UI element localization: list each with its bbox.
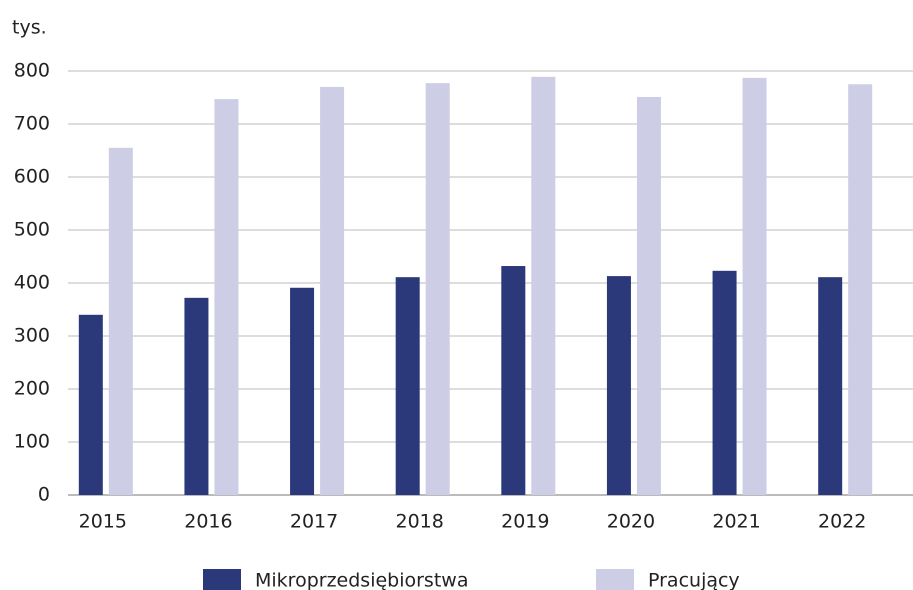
x-tick-label: 2017	[290, 511, 338, 533]
legend-label: Mikroprzedsiębiorstwa	[255, 570, 468, 590]
bar	[848, 84, 873, 495]
bar	[712, 270, 737, 495]
legend-swatch	[596, 569, 634, 590]
y-tick-label: 400	[14, 272, 50, 294]
y-tick-label: 600	[14, 166, 50, 188]
x-tick-label: 2018	[396, 511, 444, 533]
bar	[531, 76, 556, 495]
bar	[395, 277, 420, 495]
x-tick-label: 2020	[607, 511, 655, 533]
x-tick-label: 2021	[712, 511, 760, 533]
y-tick-label: 0	[38, 484, 50, 506]
bar	[290, 287, 315, 495]
legend-swatch	[203, 569, 241, 590]
y-tick-label: 700	[14, 113, 50, 135]
bar	[320, 86, 345, 496]
bar	[108, 147, 133, 495]
y-tick-label: 800	[14, 60, 50, 82]
bar	[742, 77, 767, 495]
bar	[636, 96, 661, 495]
y-tick-label: 100	[14, 431, 50, 453]
y-tick-label: 200	[14, 378, 50, 400]
y-tick-label: 300	[14, 325, 50, 347]
bar	[425, 83, 450, 495]
x-tick-label: 2022	[818, 511, 866, 533]
y-unit-label: tys.	[12, 17, 47, 39]
x-tick-label: 2015	[79, 511, 127, 533]
legend-label: Pracujący	[648, 570, 740, 590]
x-tick-label: 2016	[184, 511, 232, 533]
bar	[818, 277, 843, 495]
bar	[501, 266, 526, 495]
y-tick-label: 500	[14, 219, 50, 241]
bar	[606, 276, 631, 495]
x-tick-label: 2019	[501, 511, 549, 533]
bar	[214, 99, 239, 495]
bar	[78, 314, 103, 495]
bar	[184, 297, 209, 495]
